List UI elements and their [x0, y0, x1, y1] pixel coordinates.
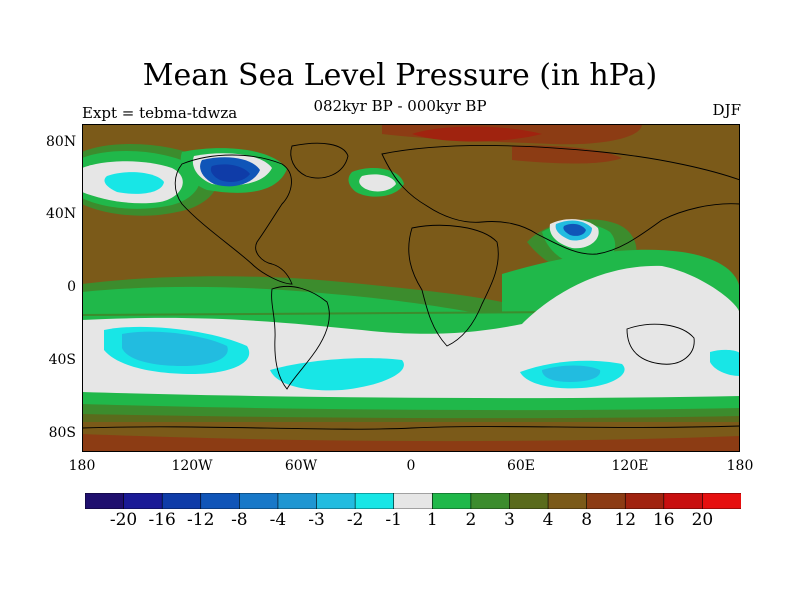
colorbar-swatch [200, 493, 241, 509]
colorbar-swatch [277, 493, 318, 509]
field-pos12-antarctica [82, 434, 740, 452]
colorbar-swatch [431, 493, 472, 509]
field-neg1-nepacific [104, 172, 164, 194]
field-neg2-sindian [542, 365, 601, 382]
colorbar-label: 3 [504, 510, 515, 530]
map-frame [82, 124, 740, 452]
field-neg8-tibet [563, 223, 586, 236]
colorbar-swatch [316, 493, 356, 509]
map-subtitle: 082kyr BP - 000kyr BP [313, 97, 487, 115]
coast-africa [408, 224, 499, 347]
colorbar-label: 12 [614, 510, 637, 530]
colorbar-swatch [85, 493, 125, 509]
lat-tick-80n: 80N [46, 134, 77, 150]
season-label: DJF [712, 101, 741, 119]
colorbar-swatch [239, 493, 279, 509]
lon-tick-60w: 60W [284, 458, 318, 474]
lon-tick-60e: 60E [506, 458, 536, 474]
lon-tick-120w: 120W [171, 458, 213, 474]
coastlines [82, 142, 740, 430]
colorbar-label: -20 [109, 510, 138, 530]
colorbar-swatch [393, 493, 434, 509]
lon-tick-0: 0 [406, 458, 416, 474]
field-band1-atlantic [359, 174, 396, 192]
experiment-label: Expt = tebma-tdwza [82, 104, 238, 122]
lat-tick-40s: 40S [48, 352, 76, 368]
colorbar-swatch [624, 493, 665, 509]
field-neg12-arctic [210, 164, 250, 182]
colorbar-label: -2 [346, 510, 364, 530]
colorbar-label: -3 [308, 510, 325, 530]
field-neg2-spacific [122, 331, 228, 366]
map-title: Mean Sea Level Pressure (in hPa) [142, 58, 658, 93]
colorbar-label: 8 [581, 510, 593, 530]
field-pos16-north [412, 126, 542, 142]
colorbar-label: 4 [542, 510, 554, 530]
colorbar-swatch [354, 493, 395, 509]
coast-south-america [271, 285, 330, 390]
lat-tick-80s: 80S [48, 425, 76, 441]
colorbar-label: -16 [148, 510, 176, 530]
lat-tick-40n: 40N [46, 206, 77, 222]
colorbar-label: -12 [187, 510, 215, 530]
colorbar-swatch [663, 493, 704, 509]
colorbar-label: -8 [231, 510, 248, 530]
colorbar-label: 2 [465, 510, 477, 530]
lat-tick-0: 0 [67, 279, 76, 295]
lon-tick-180w: 180 [68, 458, 96, 474]
colorbar-swatch [586, 493, 627, 509]
lon-tick-120e: 120E [611, 458, 649, 474]
field-neg1-sepacific [710, 349, 740, 376]
coast-greenland [290, 142, 349, 179]
colorbar [85, 493, 741, 509]
colorbar-swatch [547, 493, 588, 509]
coast-eurasia [381, 145, 740, 255]
colorbar-swatch [702, 493, 741, 509]
colorbar-label: 1 [426, 510, 438, 530]
field-neg1-satlantic [270, 358, 404, 391]
colorbar-label: -1 [385, 510, 402, 530]
field-pos12-asia [512, 145, 622, 164]
colorbar-label: 16 [652, 510, 675, 530]
colorbar-swatch [470, 493, 511, 509]
coast-australia [626, 323, 695, 365]
coast-antarctica [82, 425, 740, 430]
colorbar-swatch [509, 493, 549, 509]
colorbar-label: 20 [691, 510, 714, 530]
pressure-map [82, 124, 740, 452]
lon-tick-180e: 180 [726, 458, 754, 474]
coast-north-america [174, 154, 293, 285]
colorbar-swatch [123, 493, 163, 509]
colorbar-swatch [161, 493, 202, 509]
colorbar-label: -4 [269, 510, 287, 530]
